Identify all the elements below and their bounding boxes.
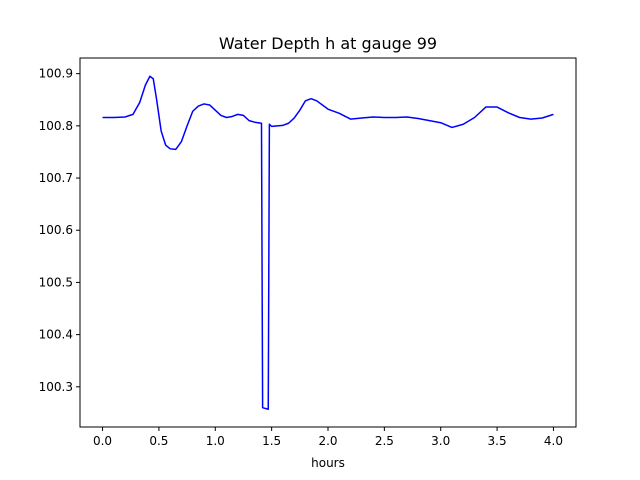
x-tick-label: 0.0	[93, 434, 112, 448]
chart-title: Water Depth h at gauge 99	[219, 34, 437, 53]
x-tick-label: 1.0	[206, 434, 225, 448]
y-tick-label: 100.7	[39, 171, 73, 185]
x-tick-label: 2.5	[375, 434, 394, 448]
y-tick-label: 100.9	[39, 67, 73, 81]
y-tick-label: 100.8	[39, 119, 73, 133]
y-tick-label: 100.5	[39, 275, 73, 289]
y-tick-label: 100.6	[39, 223, 73, 237]
series-layer	[102, 75, 554, 410]
x-tick-label: 4.0	[544, 434, 563, 448]
ticks-layer: 0.0 0.5 1.0 1.5 2.0 2.5 3.0 3.5 4.0 100.3 100.4 100…	[39, 67, 563, 448]
x-tick-label: 2.0	[318, 434, 337, 448]
plot-frame	[79, 57, 577, 428]
x-tick-label: 3.0	[431, 434, 450, 448]
y-tick-label: 100.4	[39, 328, 73, 342]
x-axis-label: hours	[311, 456, 345, 470]
x-tick-label: 1.5	[262, 434, 281, 448]
y-tick-label: 100.3	[39, 380, 73, 394]
x-tick-label: 0.5	[149, 434, 168, 448]
x-tick-label: 3.5	[488, 434, 507, 448]
series-line	[102, 75, 554, 410]
